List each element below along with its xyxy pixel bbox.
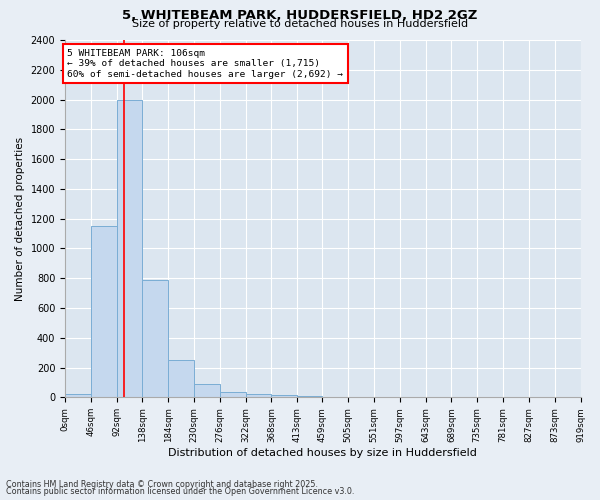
Bar (91, 226, 116, 398)
Text: Contains public sector information licensed under the Open Government Licence v3: Contains public sector information licen… (6, 487, 355, 496)
Y-axis label: Number of detached properties: Number of detached properties (15, 136, 25, 300)
Bar (194, 384, 220, 398)
Bar (296, 396, 322, 398)
Bar (245, 394, 271, 398)
Bar (271, 395, 296, 398)
Text: Contains HM Land Registry data © Crown copyright and database right 2025.: Contains HM Land Registry data © Crown c… (6, 480, 318, 489)
Bar (168, 360, 194, 398)
Text: 5 WHITEBEAM PARK: 106sqm
← 39% of detached houses are smaller (1,715)
60% of sem: 5 WHITEBEAM PARK: 106sqm ← 39% of detach… (67, 49, 343, 78)
Bar (116, 100, 142, 398)
Bar (65, 394, 91, 398)
Bar (322, 396, 348, 398)
Text: 5, WHITEBEAM PARK, HUDDERSFIELD, HD2 2GZ: 5, WHITEBEAM PARK, HUDDERSFIELD, HD2 2GZ (122, 9, 478, 22)
Bar (220, 392, 245, 398)
Text: Size of property relative to detached houses in Huddersfield: Size of property relative to detached ho… (132, 19, 468, 29)
X-axis label: Distribution of detached houses by size in Huddersfield: Distribution of detached houses by size … (169, 448, 477, 458)
Bar (142, 280, 168, 398)
